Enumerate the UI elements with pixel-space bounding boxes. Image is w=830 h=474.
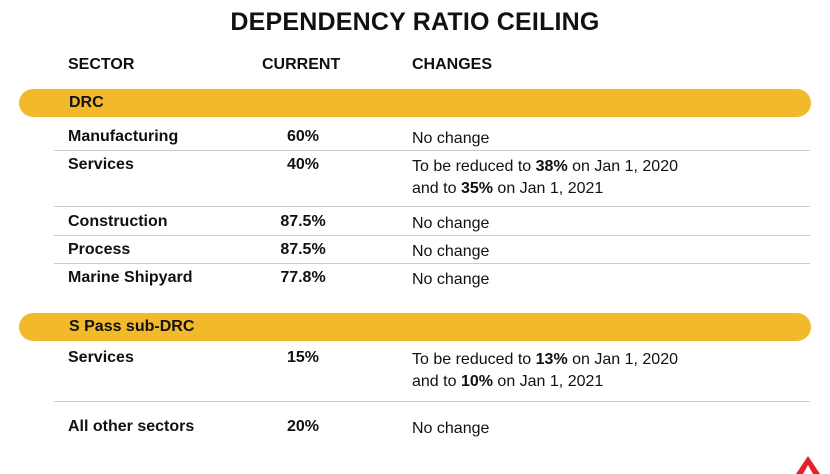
change-text: No change (412, 271, 490, 288)
sector-name: All other sectors (68, 418, 195, 435)
change-text: No change (412, 130, 490, 147)
section-band-drc: DRC (19, 89, 811, 117)
column-header-current: CURRENT (262, 56, 341, 73)
current-value: 15% (286, 349, 320, 366)
current-value: 40% (286, 156, 320, 173)
section-label: S Pass sub-DRC (69, 318, 195, 335)
sector-name: Marine Shipyard (68, 269, 193, 286)
sector-name: Services (68, 349, 134, 366)
sector-name: Process (68, 241, 131, 258)
change-text: To be reduced to 38% on Jan 1, 2020 and … (412, 158, 678, 197)
change-text: To be reduced to 13% on Jan 1, 2020 and … (412, 351, 678, 390)
sector-name: Services (68, 156, 134, 173)
section-label: DRC (69, 94, 104, 111)
column-header-changes: CHANGES (412, 56, 493, 73)
page-title: DEPENDENCY RATIO CEILING (230, 8, 600, 36)
row-divider (54, 206, 810, 207)
sector-name: Construction (68, 213, 168, 230)
current-value: 87.5% (280, 241, 326, 258)
current-value: 60% (286, 128, 320, 145)
sector-name: Manufacturing (68, 128, 179, 145)
row-divider (54, 401, 810, 402)
change-text: No change (412, 420, 490, 437)
column-header-sector: SECTOR (68, 56, 135, 73)
red-triangle-logo-icon (796, 456, 820, 474)
row-divider (54, 263, 810, 264)
row-divider (54, 150, 810, 151)
row-divider (54, 235, 810, 236)
current-value: 77.8% (280, 269, 326, 286)
current-value: 20% (286, 418, 320, 435)
section-band-s-pass: S Pass sub-DRC (19, 313, 811, 341)
change-text: No change (412, 243, 490, 260)
current-value: 87.5% (280, 213, 326, 230)
change-text: No change (412, 215, 490, 232)
